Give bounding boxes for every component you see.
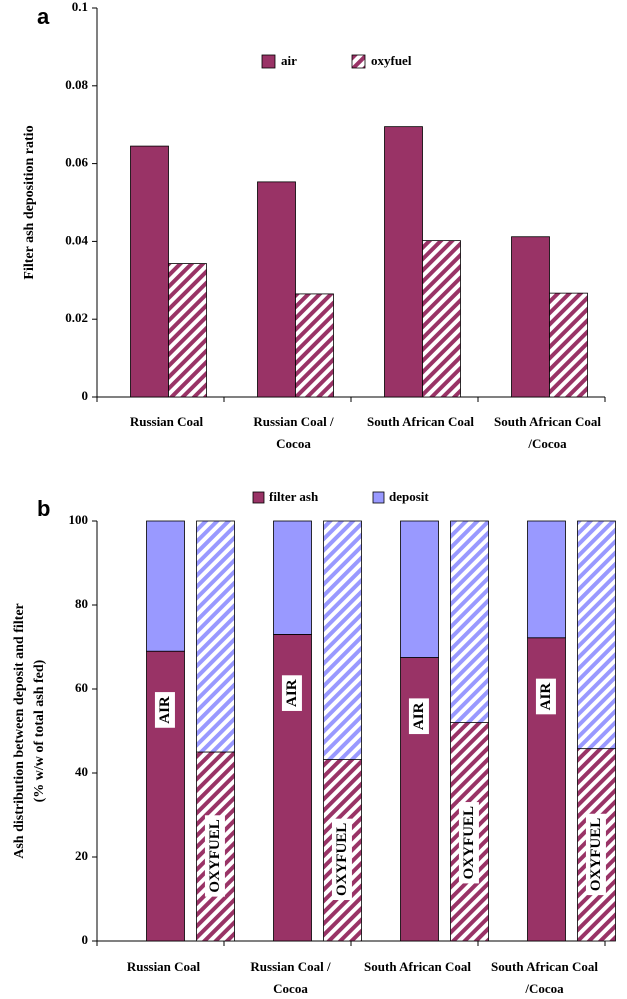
bar bbox=[511, 236, 550, 398]
bar bbox=[295, 293, 334, 398]
x-tick-label: South African Coal /Cocoa bbox=[491, 959, 598, 996]
bar bbox=[422, 240, 461, 398]
y-tick-label: 0.06 bbox=[65, 155, 88, 170]
y-tick-label: 0.04 bbox=[65, 232, 88, 247]
bar-label: AIR bbox=[157, 696, 173, 724]
bar-label: AIR bbox=[411, 702, 427, 730]
legend-swatch bbox=[351, 54, 366, 69]
y-axis-label: Ash distribution between deposit and fil… bbox=[12, 603, 27, 859]
bar-segment bbox=[577, 520, 616, 750]
bar-label-box bbox=[204, 815, 225, 897]
y-axis-label: (% w/w of total ash fed) bbox=[32, 659, 47, 802]
bar bbox=[257, 181, 296, 398]
legend-label: air bbox=[281, 53, 297, 68]
y-tick-label: 40 bbox=[75, 764, 88, 779]
bar-segment bbox=[146, 520, 185, 652]
bar bbox=[549, 292, 588, 398]
legend-swatch bbox=[252, 491, 265, 504]
y-tick-label: 0.1 bbox=[72, 0, 88, 14]
bar-segment bbox=[527, 520, 566, 639]
y-tick-label: 20 bbox=[75, 848, 88, 863]
x-tick-label: Russian Coal bbox=[129, 414, 204, 429]
x-tick-label: South African Coal /Cocoa bbox=[494, 414, 601, 451]
bar-label-box bbox=[585, 813, 606, 896]
y-tick-label: 0 bbox=[82, 932, 89, 947]
x-tick-label: Russian Coal bbox=[126, 959, 201, 974]
bar-label: AIR bbox=[538, 683, 554, 711]
bar bbox=[168, 263, 207, 398]
bar-label-box bbox=[408, 698, 429, 735]
y-tick-label: 100 bbox=[69, 512, 89, 527]
bar-label-box bbox=[458, 802, 479, 884]
bar-segment bbox=[196, 520, 235, 753]
bar-label: OXYFUEL bbox=[461, 806, 477, 879]
legend-swatch bbox=[372, 491, 385, 504]
bar-label: OXYFUEL bbox=[588, 818, 604, 891]
y-axis-label: Filter ash deposition ratio bbox=[22, 125, 37, 279]
y-tick-label: 0.02 bbox=[65, 310, 88, 325]
x-tick-label: Russian Coal / Cocoa bbox=[253, 414, 334, 451]
legend-label: deposit bbox=[389, 489, 429, 504]
bar-label: OXYFUEL bbox=[334, 823, 350, 896]
legend-label: oxyfuel bbox=[371, 53, 412, 68]
x-tick-label: Russian Coal / Cocoa bbox=[250, 959, 331, 996]
bar-label-box bbox=[154, 692, 175, 728]
y-tick-label: 80 bbox=[75, 596, 88, 611]
legend-label: filter ash bbox=[269, 489, 319, 504]
bar-segment bbox=[450, 520, 489, 724]
x-tick-label: South African Coal bbox=[364, 959, 471, 974]
y-tick-label: 60 bbox=[75, 680, 88, 695]
y-tick-label: 0.08 bbox=[65, 77, 88, 92]
bar bbox=[384, 126, 423, 398]
bar-label-box bbox=[281, 675, 302, 711]
panel-label: a bbox=[37, 4, 50, 29]
x-tick-label: South African Coal bbox=[367, 414, 474, 429]
bar-label-box bbox=[535, 678, 556, 715]
bar-label: OXYFUEL bbox=[207, 819, 223, 892]
bar bbox=[130, 145, 169, 398]
bar-label-box bbox=[331, 818, 352, 901]
panel-label: b bbox=[37, 496, 50, 521]
bar-segment bbox=[400, 520, 439, 658]
bar-segment bbox=[273, 520, 312, 635]
legend-swatch bbox=[261, 54, 276, 69]
bar-label: AIR bbox=[284, 679, 300, 707]
y-tick-label: 0 bbox=[82, 388, 89, 403]
bar-segment bbox=[323, 520, 362, 760]
